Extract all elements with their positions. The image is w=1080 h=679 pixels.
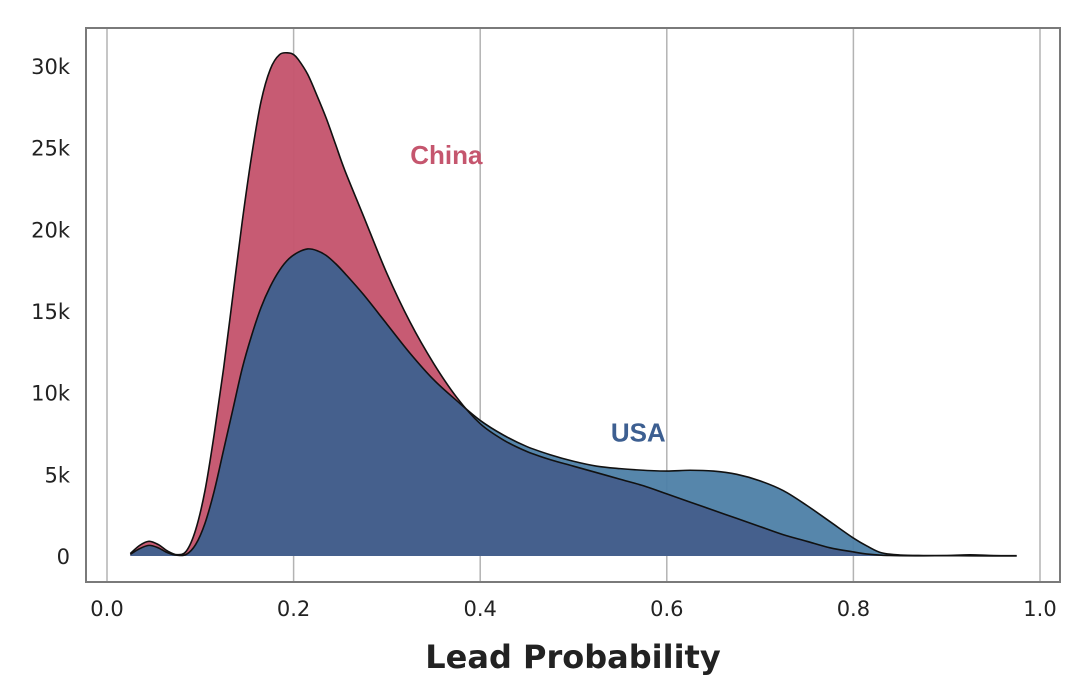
overlap-area [130, 248, 1017, 556]
y-tick-label: 15k [31, 300, 71, 324]
x-tick-label: 0.6 [650, 597, 683, 621]
series-usa-line [129, 248, 1017, 557]
series-label-usa: USA [611, 418, 666, 448]
x-tick-label: 0.4 [463, 597, 496, 621]
series-china-line [129, 51, 1017, 557]
y-tick-label: 0 [57, 545, 70, 569]
y-tick-label: 10k [31, 382, 71, 406]
x-tick-label: 1.0 [1023, 597, 1056, 621]
series-labels: USA China [410, 140, 666, 448]
y-tick-label: 5k [44, 463, 70, 487]
x-tick-label: 0.8 [837, 597, 870, 621]
y-tick-label: 20k [31, 218, 71, 242]
x-axis-title: Lead Probability [425, 638, 721, 676]
density-areas [129, 51, 1017, 557]
plot-frame [85, 27, 1061, 583]
y-tick-label: 30k [31, 55, 71, 79]
tick-labels: 0.0 0.2 0.4 0.6 0.8 1.0 0 5k 10k 15k 20k 25k 30k [31, 55, 1057, 621]
x-tick-label: 0.0 [90, 597, 123, 621]
series-label-china: China [410, 140, 483, 170]
x-tick-label: 0.2 [277, 597, 310, 621]
y-tick-label: 25k [31, 137, 71, 161]
